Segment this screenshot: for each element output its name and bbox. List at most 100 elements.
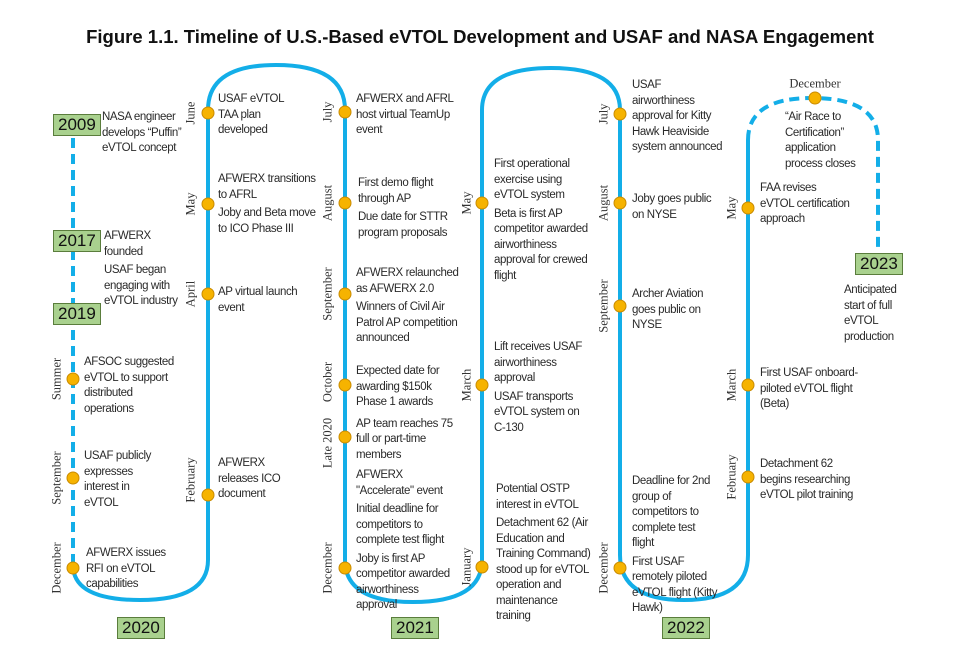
month-label: December [789,76,841,91]
dot [613,561,627,575]
event-text: AFSOC suggested eVTOL to support distrib… [84,356,174,415]
event-text: Beta is first AP competitor awarded airw… [494,207,588,282]
event-group-jan-2021: Potential OSTP interest in eVTOL Detachm… [496,482,594,625]
dot [613,107,627,121]
dot [613,196,627,210]
event-group-dec-2021: Deadline for 2nd group of competitors to… [632,474,718,617]
dot [66,471,80,485]
month-label: December [596,542,611,594]
dot [475,560,489,574]
year-box-2009: 2009 [53,114,101,136]
event-group-sep-2020: AFWERX relaunched as AFWERX 2.0 Winners … [356,266,460,347]
month-label: March [724,368,739,402]
dot [741,470,755,484]
month-label: Summer [49,357,64,401]
event-text: AP virtual launch event [218,286,298,314]
event-text: AP team reaches 75 full or part-time mem… [356,417,453,461]
event-group-dec-2020: AFWERX "Accelerate" event Initial deadli… [356,468,460,614]
event-text: AFWERX issues RFI on eVTOL capabilities [86,547,166,590]
year-box-2020: 2020 [117,617,165,639]
dot [338,561,352,575]
event-text: Archer Aviation goes public on NYSE [632,288,704,331]
event-text: Joby and Beta move to ICO Phase III [218,207,316,235]
dot [66,372,80,386]
month-label: September [49,451,64,505]
month-label: August [320,184,335,222]
dot [338,378,352,392]
event-text: USAF publicly expresses interest in eVTO… [84,450,152,509]
dot [741,378,755,392]
month-label: March [459,368,474,402]
event-text: USAF airworthiness approval for Kitty Ha… [632,79,723,153]
month-label: October [320,361,335,403]
year-box-2023: 2023 [855,253,903,275]
year-box-2017: 2017 [53,230,101,252]
event-text: Deadline for 2nd group of competitors to… [632,475,710,549]
month-label: June [183,101,198,125]
dot [201,287,215,301]
dot [613,299,627,313]
event-group-mar-2021: Lift receives USAF airworthiness approva… [494,340,590,436]
event-text: Detachment 62 (Air Education and Trainin… [496,517,591,622]
event-text: AFWERX "Accelerate" event [356,469,443,497]
event-text: Anticipated start of full eVTOL producti… [844,284,897,343]
event-group-may-2021: First operational exercise using eVTOL s… [494,157,594,284]
event-text: USAF transports eVTOL system on C-130 [494,390,580,434]
year-box-2022: 2022 [662,617,710,639]
dot [66,561,80,575]
event-text: First demo flight through AP [358,177,434,205]
dot [201,488,215,502]
event-text: Potential OSTP interest in eVTOL [496,483,579,511]
event-group-late-2020: Expected date for awarding $150k Phase 1… [356,364,456,463]
month-label: July [320,101,335,123]
event-text: First operational exercise using eVTOL s… [494,158,570,201]
event-text: Initial deadline for competitors to comp… [356,503,444,546]
event-text: First USAF remotely piloted eVTOL flight… [632,555,718,615]
event-group-may-2020: AFWERX transitions to AFRL Joby and Beta… [218,172,318,237]
dot [201,106,215,120]
dot [338,430,352,444]
event-text: AFWERX relaunched as AFWERX 2.0 [356,267,459,295]
event-group-2017: AFWERX founded USAF began engaging with … [104,229,184,310]
event-text: Expected date for awarding $150k Phase 1… [356,365,440,408]
event-group-aug-2020: First demo flight through AP Due date fo… [358,176,458,241]
event-text: NASA engineer develops “Puffin” eVTOL co… [102,111,182,154]
dot [338,287,352,301]
dot [475,378,489,392]
month-label: December [49,542,64,594]
year-box-2021: 2021 [391,617,439,639]
month-label: September [320,267,335,321]
event-text: Due date for STTR program proposals [358,211,448,239]
month-label: July [596,103,611,125]
month-label: January [459,547,474,587]
month-label: February [724,454,739,500]
event-text: Lift receives USAF airworthiness approva… [494,341,583,384]
dot [808,91,822,105]
dot [741,201,755,215]
year-box-2019: 2019 [53,303,101,325]
month-label: December [320,542,335,594]
dot [201,197,215,211]
dot [338,196,352,210]
event-text: Winners of Civil Air Patrol AP competiti… [356,301,458,344]
event-text: Joby goes public on NYSE [632,193,712,221]
month-label: May [183,192,198,216]
month-label: May [724,196,739,220]
month-label: September [596,279,611,333]
month-label: February [183,457,198,503]
event-dots [66,91,822,575]
event-text: AFWERX founded [104,230,151,258]
event-text: Detachment 62 begins researching eVTOL p… [760,458,854,501]
month-label: Late 2020 [320,417,335,469]
event-text: USAF began engaging with eVTOL industry [104,264,178,307]
event-text: First USAF onboard-piloted eVTOL flight … [760,367,858,410]
event-text: FAA revises eVTOL certification approach [760,182,850,225]
figure-title: Figure 1.1. Timeline of U.S.-Based eVTOL… [86,26,874,47]
event-text: AFWERX transitions to AFRL [218,173,316,201]
event-text: USAF eVTOL TAA plan developed [218,93,284,136]
solid-serpentine-line [71,62,750,605]
event-text: AFWERX releases ICO document [218,457,281,500]
event-text: Joby is first AP competitor awarded airw… [356,552,450,612]
